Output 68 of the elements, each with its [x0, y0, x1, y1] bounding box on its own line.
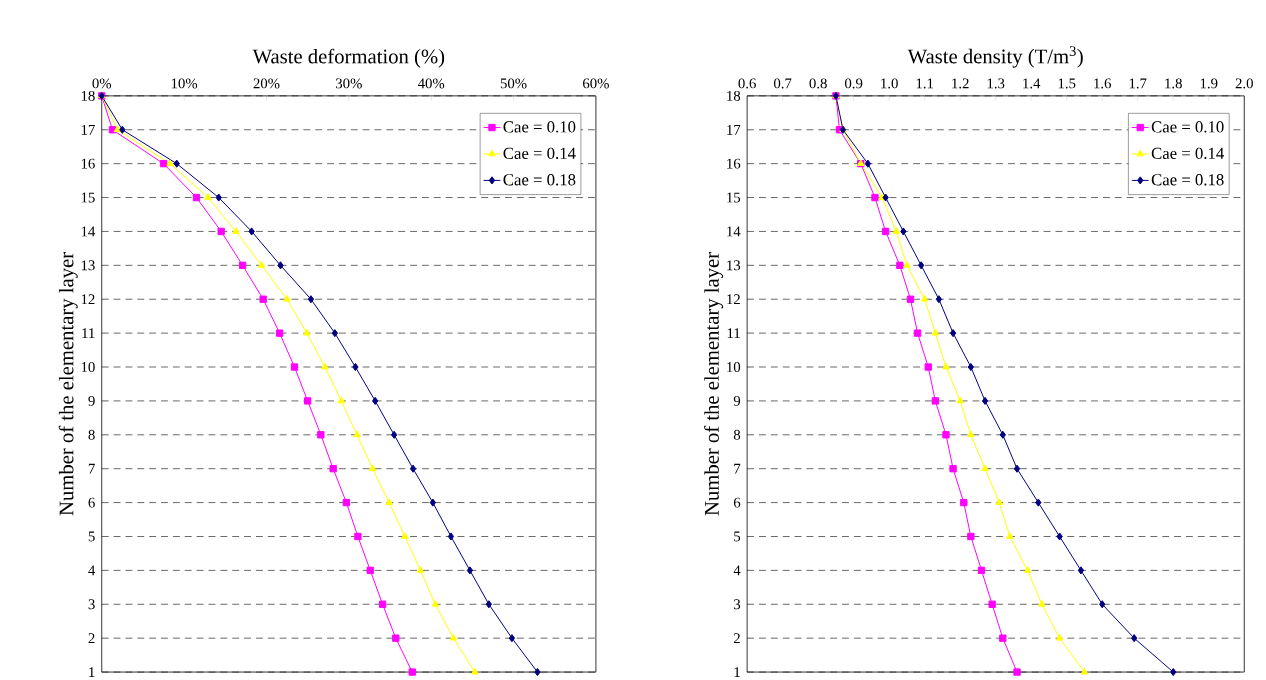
- y-tick-label: 5: [88, 531, 95, 542]
- y-tick-label: 3: [88, 599, 95, 610]
- legend-label: Cae = 0.18: [1151, 173, 1224, 186]
- x-tick-label: 60%: [583, 78, 609, 89]
- y-tick-label: 18: [81, 90, 95, 101]
- x-tick-label: 1.2: [952, 78, 969, 89]
- y-tick-label: 13: [81, 260, 95, 271]
- x-tick-label: 1.6: [1094, 78, 1112, 89]
- y-tick-label: 8: [733, 429, 741, 440]
- y-tick-label: 1: [734, 667, 740, 677]
- x-tick-label: 1.3: [987, 78, 1005, 89]
- y-tick-label: 15: [81, 192, 95, 203]
- y-tick-label: 12: [727, 294, 740, 304]
- y-tick-label: 5: [734, 531, 741, 542]
- x-tick-label: 20%: [253, 78, 280, 89]
- y-tick-label: 3: [734, 599, 741, 610]
- y-tick-label: 9: [733, 395, 741, 406]
- x-tick-label: 1.9: [1200, 78, 1218, 89]
- x-tick-label: 0%: [92, 78, 112, 89]
- y-tick-label: 9: [88, 395, 95, 406]
- y-tick-label: 15: [727, 192, 741, 203]
- x-tick-label: 1.5: [1058, 78, 1076, 89]
- y-axis-title: Number of the elementary layer: [58, 251, 78, 516]
- x-tick-label: 0.7: [773, 78, 792, 89]
- y-tick-label: 18: [727, 90, 741, 101]
- x-tick-label: 0.6: [738, 78, 756, 89]
- y-tick-label: 13: [727, 260, 741, 271]
- y-tick-label: 14: [81, 226, 96, 237]
- y-tick-label: 8: [88, 429, 95, 440]
- y-tick-label: 17: [81, 124, 95, 135]
- y-tick-label: 6: [88, 497, 95, 508]
- x-tick-label: 1.8: [1165, 78, 1182, 89]
- x-tick-label: 40%: [417, 78, 445, 89]
- y-tick-label: 2: [733, 633, 740, 643]
- y-tick-label: 11: [727, 328, 740, 338]
- x-axis-title: Waste deformation (%): [252, 48, 445, 68]
- legend-label: Cae = 0.10: [1151, 121, 1224, 133]
- y-tick-label: 16: [81, 158, 95, 169]
- y-axis-title: Number of the elementary layer: [704, 251, 724, 516]
- y-tick-label: 1: [89, 667, 95, 677]
- x-tick-label: 30%: [336, 78, 362, 89]
- x-tick-label: 10%: [171, 78, 198, 89]
- x-tick-label: 0.8: [809, 78, 827, 89]
- legend-label: Cae = 0.14: [1151, 147, 1224, 159]
- legend-label: Cae = 0.18: [503, 173, 576, 186]
- y-tick-label: 10: [81, 361, 95, 372]
- x-tick-label: 1.1: [916, 78, 934, 89]
- y-tick-label: 2: [88, 633, 95, 643]
- x-tick-label: 1.7: [1129, 78, 1147, 89]
- y-tick-label: 10: [727, 361, 741, 372]
- y-tick-label: 11: [82, 328, 95, 338]
- x-tick-label: 1.4: [1023, 78, 1041, 89]
- x-tick-label: 2.0: [1235, 78, 1253, 89]
- y-tick-label: 7: [88, 463, 95, 474]
- y-tick-label: 14: [727, 226, 741, 237]
- y-tick-label: 7: [734, 463, 741, 474]
- x-tick-label: 1.0: [881, 78, 898, 89]
- legend-label: Cae = 0.10: [503, 121, 576, 133]
- y-tick-label: 17: [727, 124, 741, 135]
- x-tick-label: 50%: [500, 78, 527, 89]
- y-tick-label: 16: [727, 158, 741, 169]
- y-tick-label: 4: [733, 565, 741, 576]
- y-tick-label: 6: [733, 497, 741, 508]
- y-tick-label: 12: [81, 294, 95, 304]
- x-tick-label: 0.9: [844, 78, 863, 89]
- legend-label: Cae = 0.14: [503, 147, 576, 159]
- x-axis-title: Waste density (T/m$^{3}$): [907, 46, 1083, 68]
- y-tick-label: 4: [88, 565, 96, 576]
